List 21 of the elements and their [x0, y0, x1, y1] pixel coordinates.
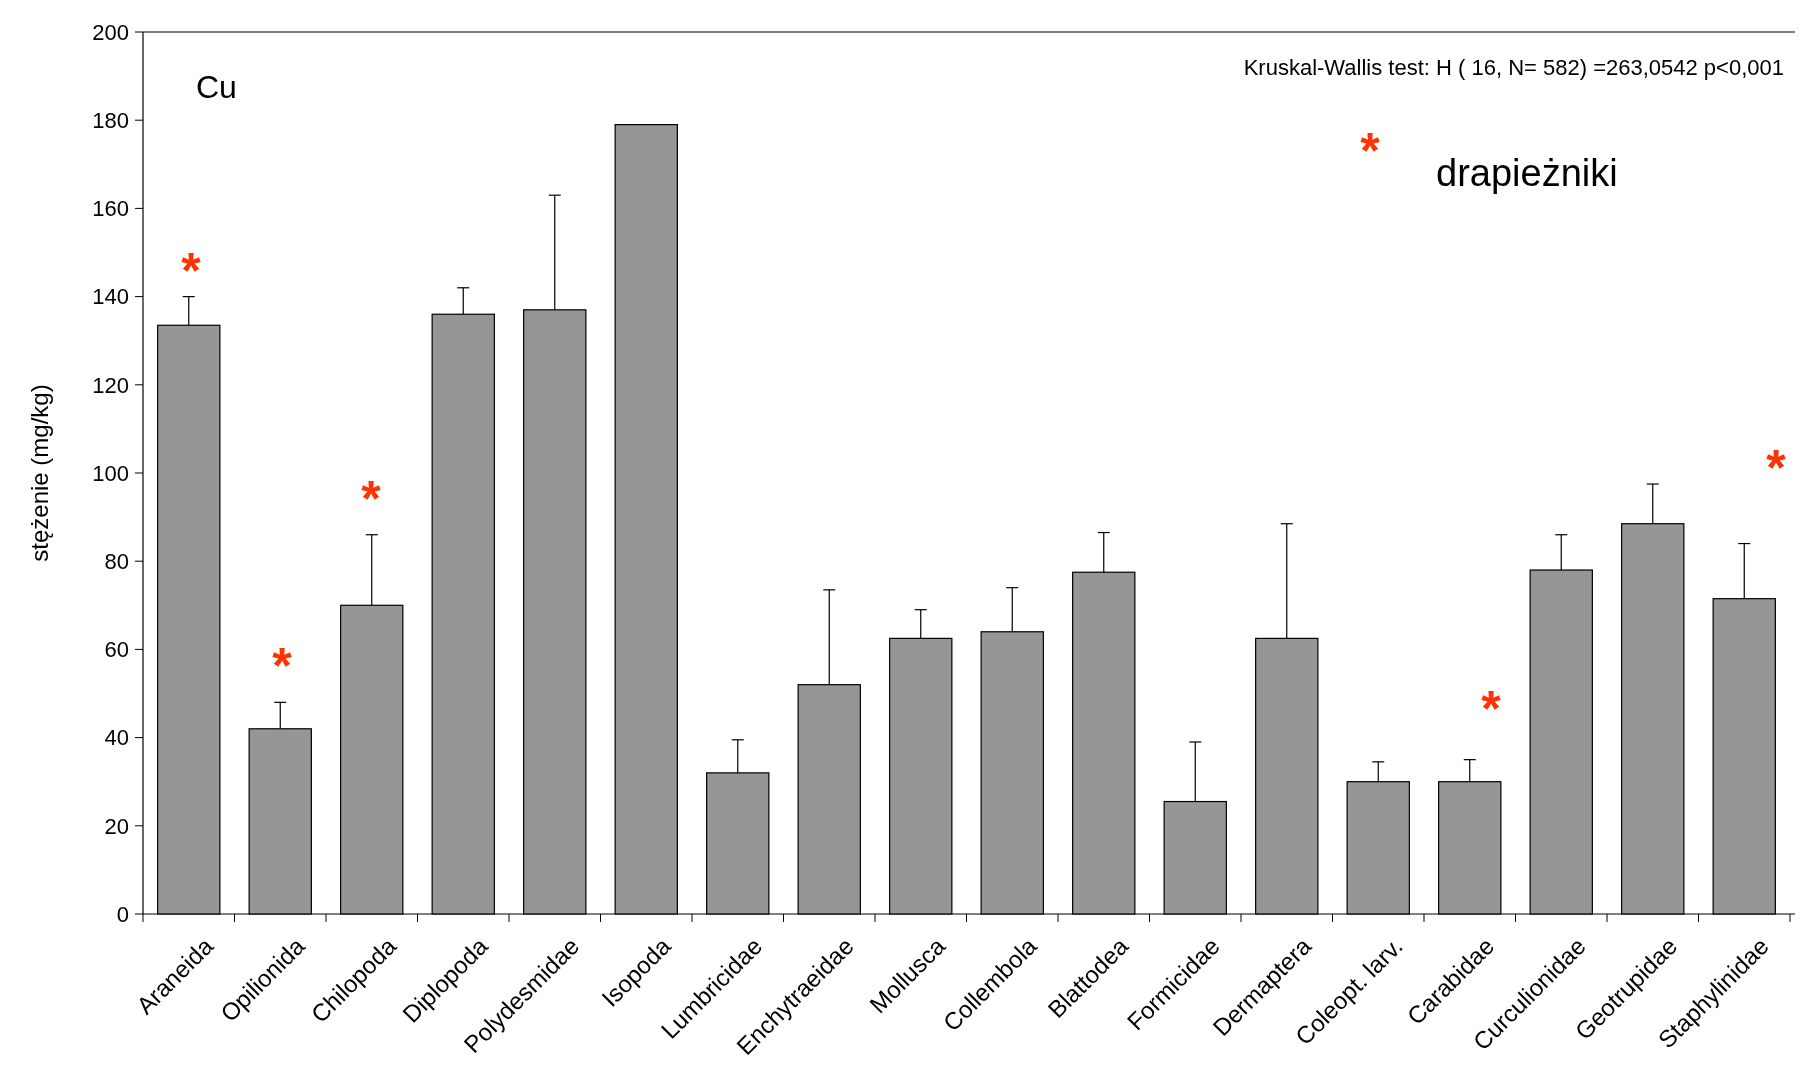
annotation: * — [1481, 681, 1502, 737]
annotation: * — [1766, 440, 1787, 496]
y-tick-label: 200 — [92, 19, 129, 45]
annotation: Cu — [196, 69, 237, 105]
y-tick-label: 20 — [104, 813, 129, 839]
y-tick-label: 40 — [104, 725, 129, 751]
y-tick-label: 100 — [92, 460, 129, 486]
annotation: Kruskal-Wallis test: H ( 16, N= 582) =263,0542 p<0,001 — [1243, 55, 1784, 80]
y-tick-label: 140 — [92, 284, 129, 310]
y-tick-label: 180 — [92, 107, 129, 133]
annotation: * — [1360, 123, 1381, 179]
annotation: drapieżniki — [1436, 152, 1618, 194]
y-tick-label: 0 — [116, 901, 129, 927]
y-tick-label: 160 — [92, 196, 129, 222]
y-tick-label: 60 — [104, 637, 129, 663]
y-tick-label: 120 — [92, 372, 129, 398]
annotation: * — [181, 243, 202, 299]
annotation: * — [361, 471, 382, 527]
y-tick-label: 80 — [104, 548, 129, 574]
annotation: * — [272, 638, 293, 694]
y-axis-title: stężenie (mg/kg) — [26, 384, 53, 562]
